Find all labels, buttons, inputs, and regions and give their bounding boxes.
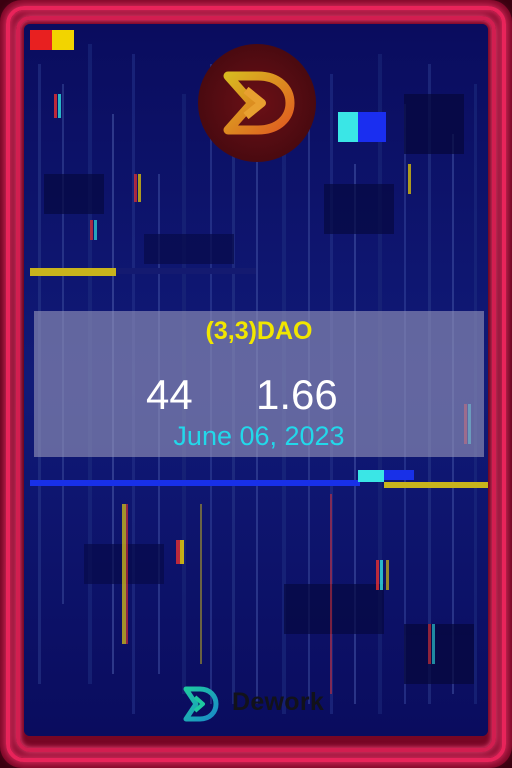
brand-footer: Dework xyxy=(180,682,350,726)
card-border-outer xyxy=(6,6,506,762)
token-value: 1.66 xyxy=(256,371,338,418)
holder-count: 44 xyxy=(146,371,193,418)
token-info-panel: (3,3)DAO 44 1.66 June 06, 2023 xyxy=(34,311,484,457)
dework-logo-icon xyxy=(183,686,219,722)
date-label: June 06, 2023 xyxy=(173,421,345,451)
card-border-inner xyxy=(16,16,496,752)
d-arrow-logo-icon xyxy=(198,44,316,162)
stats-row: 44 1.66 xyxy=(34,371,484,421)
brand-name: Dework xyxy=(232,688,325,716)
token-name: (3,3)DAO xyxy=(205,317,313,345)
